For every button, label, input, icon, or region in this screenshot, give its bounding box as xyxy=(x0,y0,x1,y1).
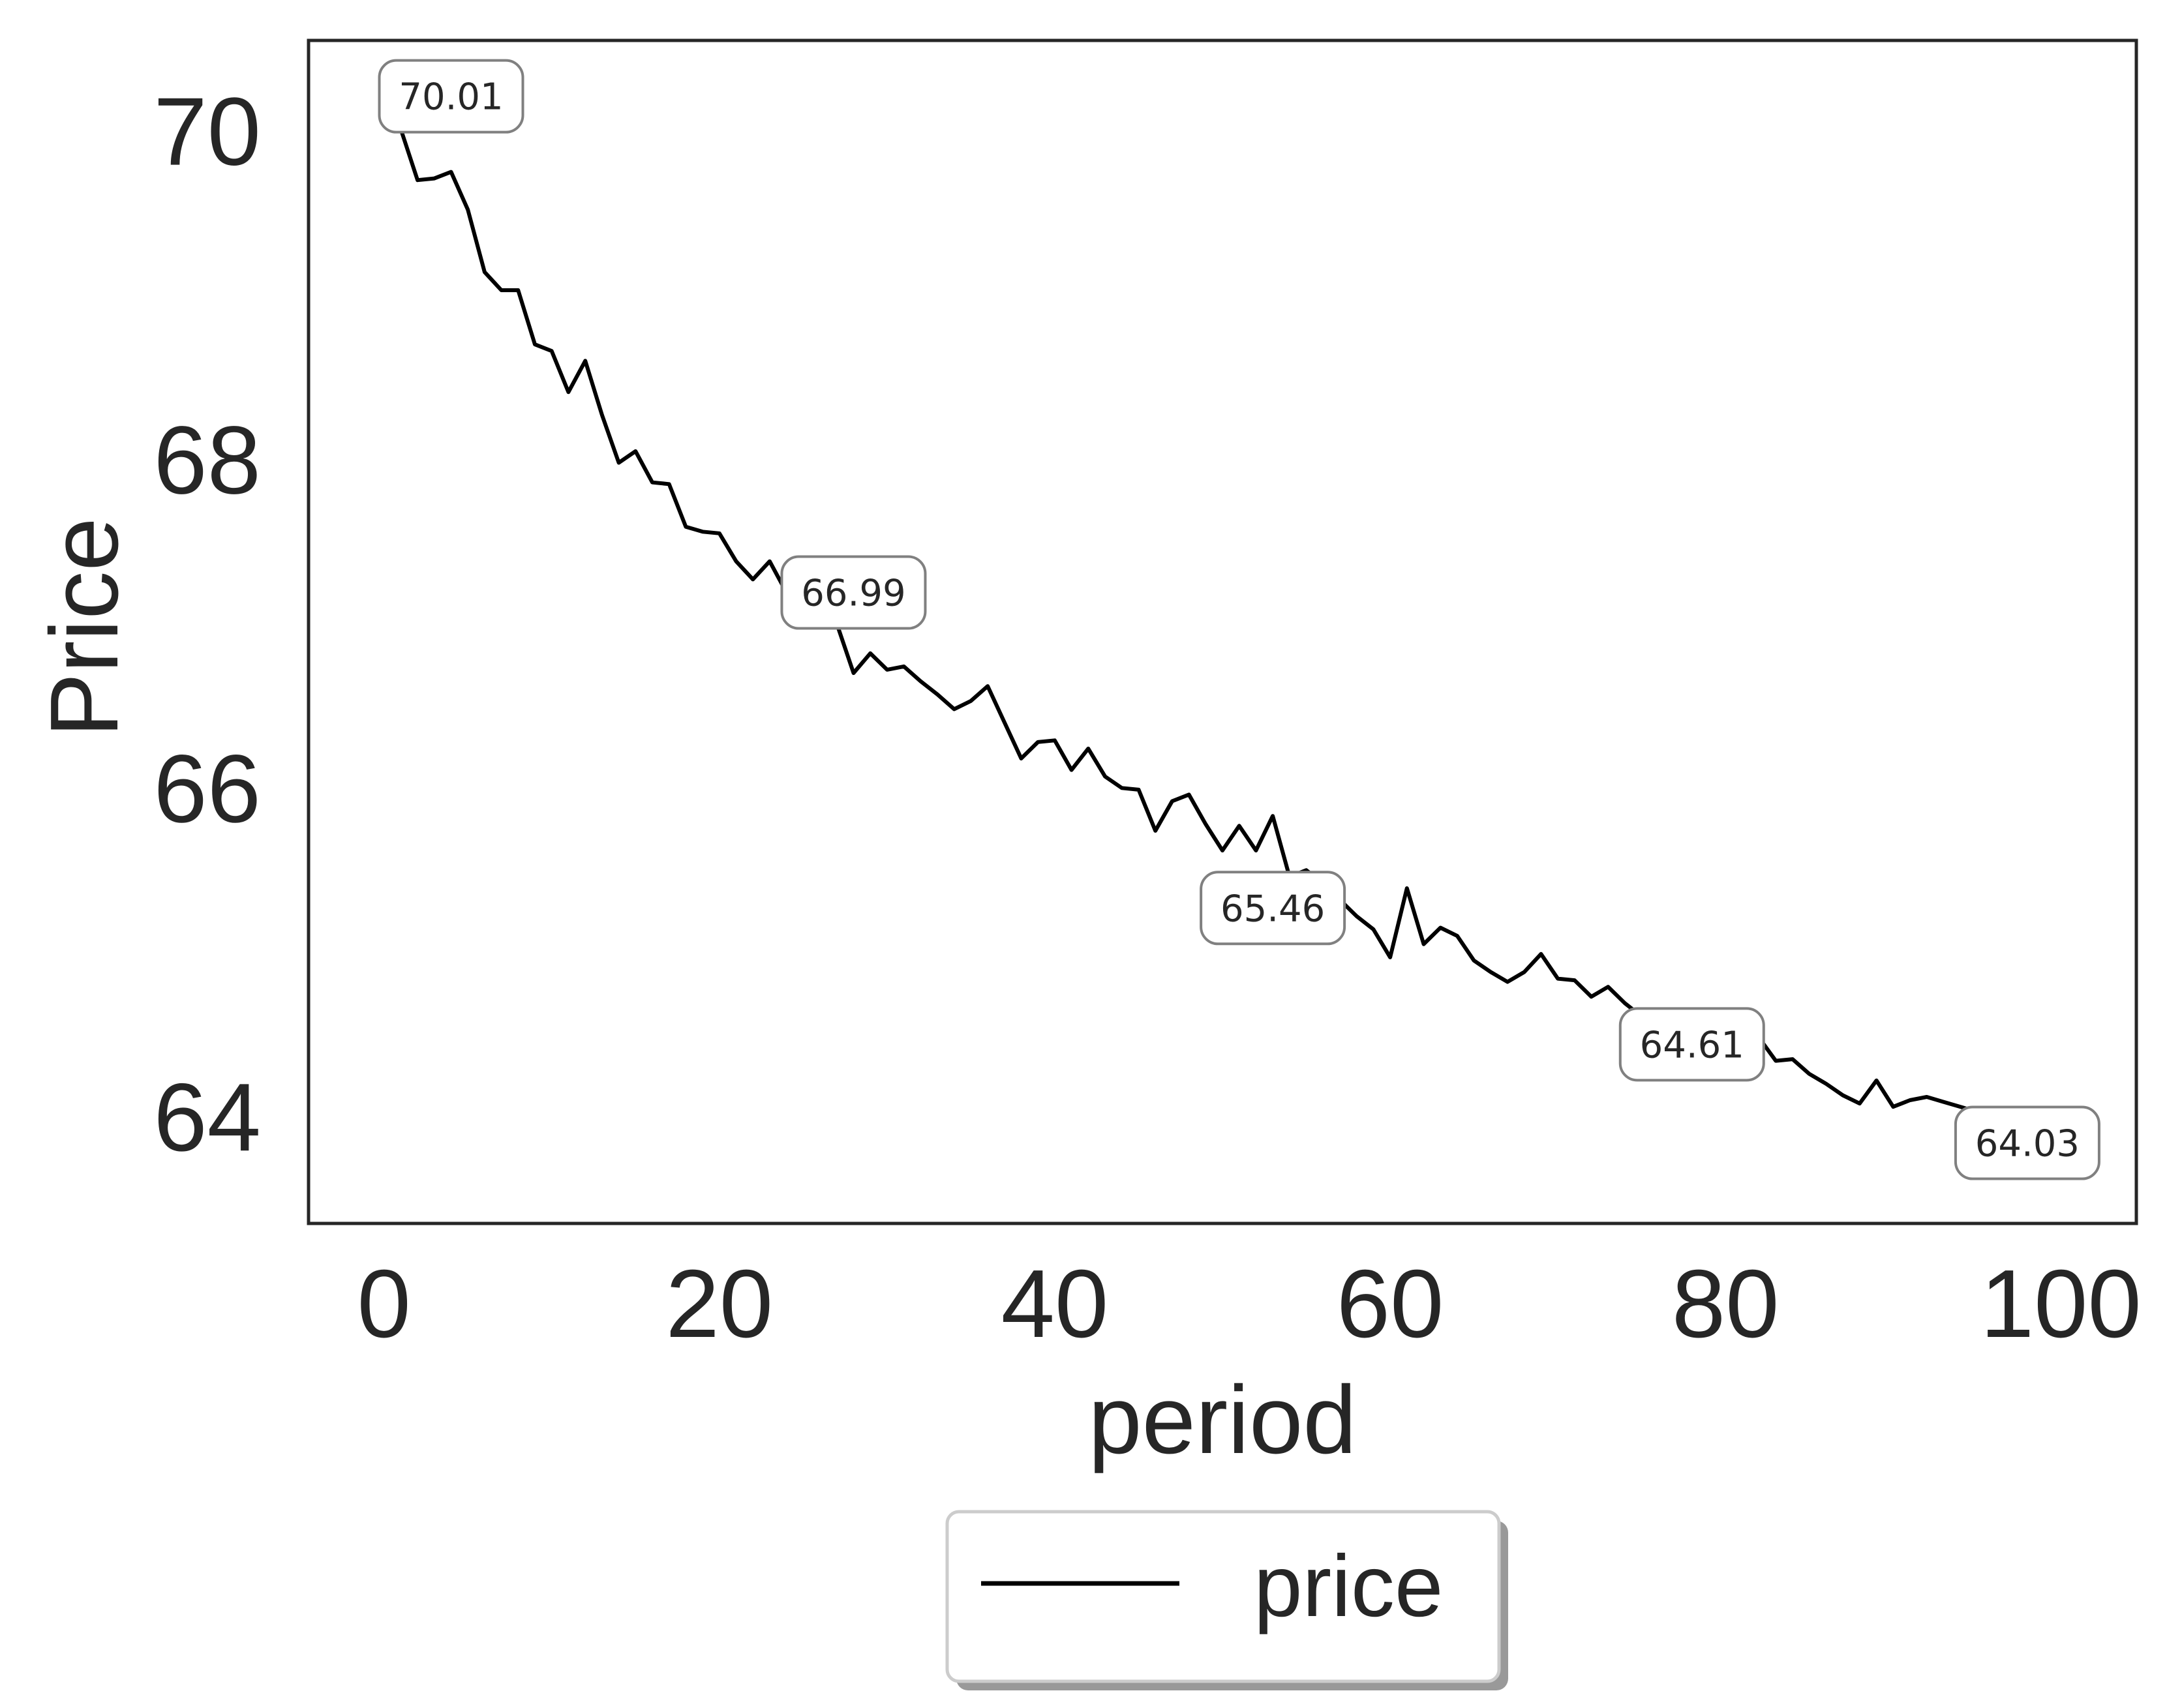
x-tick-label: 60 xyxy=(1337,1250,1444,1358)
y-tick-label: 68 xyxy=(153,406,261,514)
value-annotation: 64.61 xyxy=(1618,1007,1765,1082)
annotation-box xyxy=(1618,1007,1765,1082)
y-tick-label: 66 xyxy=(153,735,261,843)
annotation-box xyxy=(378,59,524,134)
legend-label-price: price xyxy=(1254,1538,1443,1635)
plot-frame xyxy=(307,38,2138,1225)
annotation-label: 64.61 xyxy=(1640,1024,1744,1066)
y-tick-label: 64 xyxy=(153,1064,261,1171)
value-annotation: 65.46 xyxy=(1200,871,1346,946)
x-axis-label: period xyxy=(1088,1366,1356,1474)
annotation-label: 65.46 xyxy=(1220,888,1325,930)
annotation-label: 64.03 xyxy=(1975,1123,2080,1165)
legend: price xyxy=(945,1510,1508,1690)
annotation-box xyxy=(1954,1105,2100,1180)
x-tick-label: 80 xyxy=(1672,1250,1780,1358)
value-annotation: 70.01 xyxy=(378,59,524,134)
plot-background xyxy=(309,40,2136,1223)
y-tick-label: 70 xyxy=(153,78,261,186)
value-annotation: 64.03 xyxy=(1954,1105,2100,1180)
x-tick-labels: 0 20 40 60 80 100 xyxy=(357,1250,2142,1358)
legend-box xyxy=(945,1510,1501,1683)
value-annotation: 66.99 xyxy=(780,555,927,630)
y-tick-labels: 64 66 68 70 xyxy=(153,78,261,1172)
annotation-box xyxy=(1200,871,1346,946)
x-tick-label: 100 xyxy=(1980,1250,2142,1358)
x-tick-label: 20 xyxy=(665,1250,773,1358)
x-tick-label: 40 xyxy=(1001,1250,1109,1358)
x-tick-label: 0 xyxy=(357,1250,411,1358)
annotation-label: 70.01 xyxy=(399,76,503,119)
y-axis-label: Price xyxy=(31,517,138,737)
annotation-label: 66.99 xyxy=(801,573,905,615)
annotation-box xyxy=(780,555,927,630)
annotations: 70.01 66.99 65.46 64.61 64.03 xyxy=(378,59,2100,1180)
